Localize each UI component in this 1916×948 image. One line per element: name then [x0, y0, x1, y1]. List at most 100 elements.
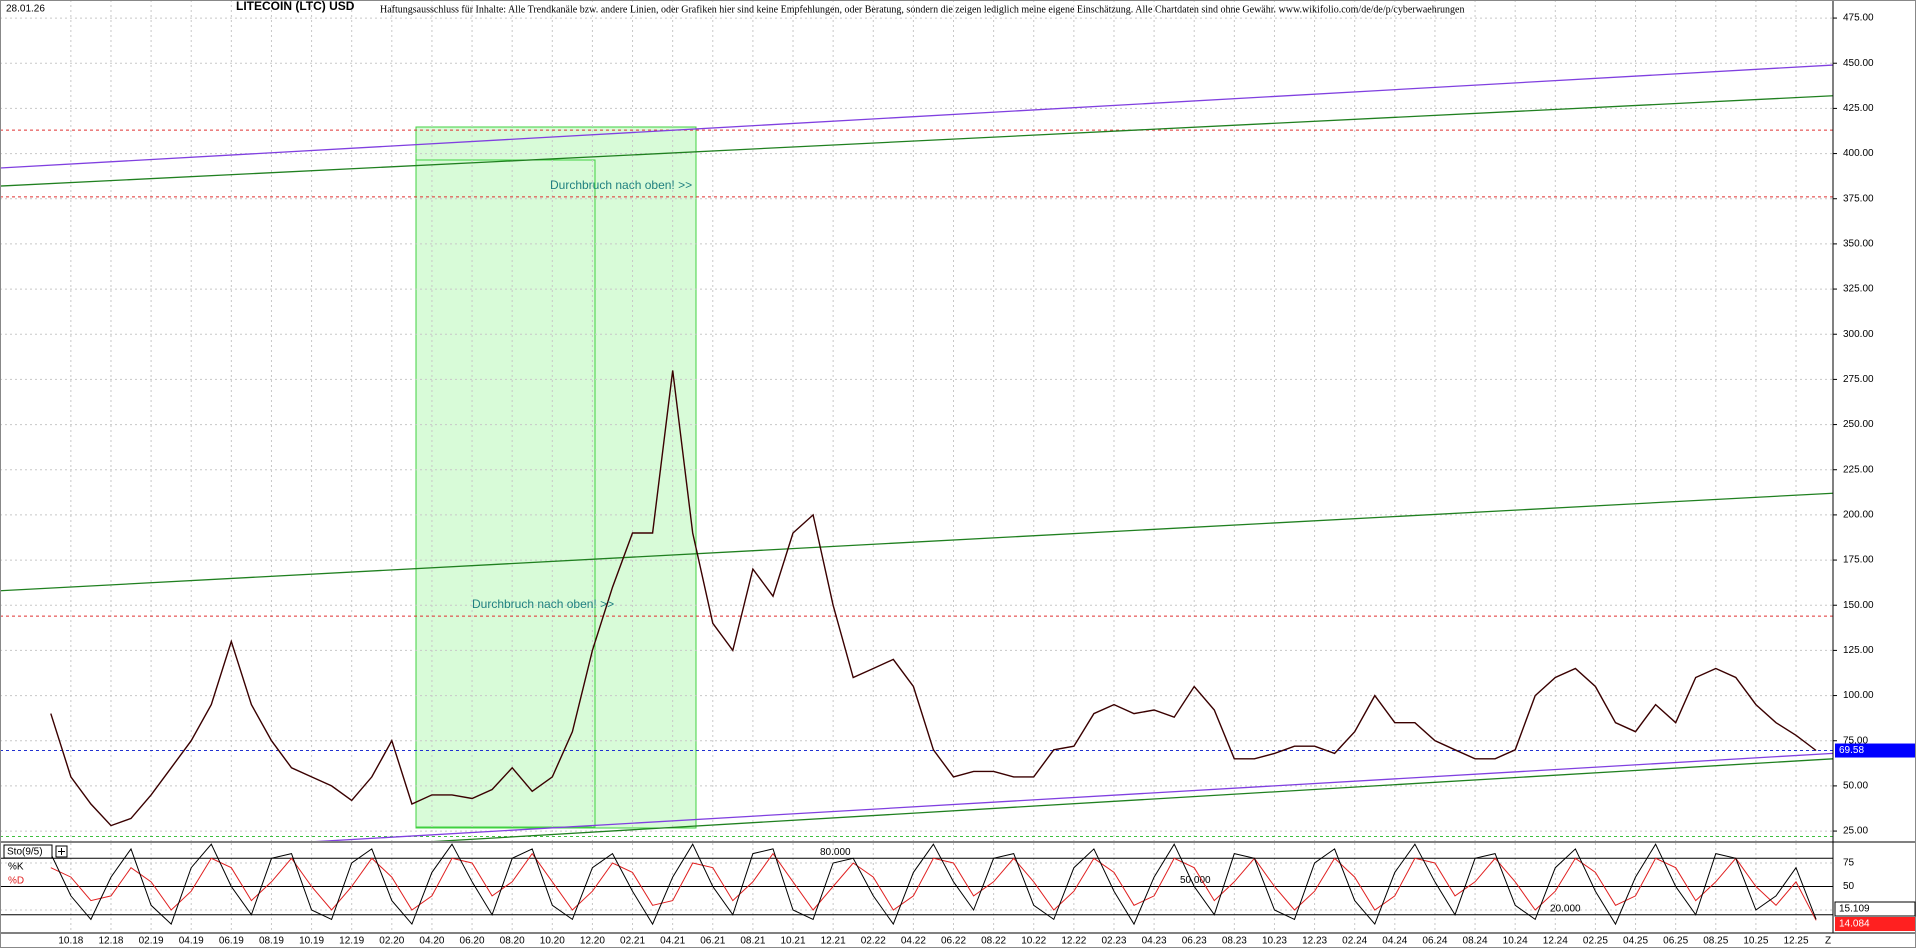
legend-d: %D [8, 876, 24, 887]
zone [415, 159, 596, 828]
y-tick-label: 150.00 [1843, 600, 1874, 611]
x-tick-label: 04.19 [179, 936, 204, 947]
x-tick-label: 12.20 [580, 936, 605, 947]
y-tick-label: 50.00 [1843, 781, 1868, 792]
x-tick-label: 06.23 [1182, 936, 1207, 947]
x-tick-label: 12.18 [98, 936, 123, 947]
x-tick-label: 02.25 [1583, 936, 1608, 947]
level-label: 20.000 [1550, 903, 1581, 914]
x-tick-label: 10.18 [58, 936, 83, 947]
annotation: Durchbruch nach oben! >> [472, 597, 614, 611]
k-last-label: 15.109 [1839, 904, 1870, 915]
x-tick-label: 08.20 [500, 936, 525, 947]
x-tick-label: 08.19 [259, 936, 284, 947]
stochastic-panel: 80.000 50.000 20.000 [0, 843, 1833, 933]
trendline [0, 95, 1833, 187]
x-tick-label: 12.24 [1543, 936, 1568, 947]
d-box [1835, 917, 1915, 931]
x-tick-label: 10.25 [1743, 936, 1768, 947]
stoch-d-line [50, 852, 1817, 921]
last-price-box [1835, 743, 1915, 758]
x-tick-label: 10.20 [540, 936, 565, 947]
x-tick-label: 12.21 [821, 936, 846, 947]
x-tick-label: 02.21 [620, 936, 645, 947]
y-tick-label: 300.00 [1843, 329, 1874, 340]
x-tick-label: 06.19 [219, 936, 244, 947]
chart-title: LITECOIN (LTC) USD [236, 0, 355, 13]
x-tick-label: 04.22 [901, 936, 926, 947]
x-tick-label: 04.23 [1142, 936, 1167, 947]
x-tick-label: 02.19 [139, 936, 164, 947]
annotation: Durchbruch nach oben! >> [550, 178, 692, 192]
y-tick-label: 250.00 [1843, 419, 1874, 430]
legend-title: Sto(9/5) [7, 847, 43, 858]
last-price-label: 69.58 [1839, 745, 1864, 756]
y-tick-label: 25.00 [1843, 826, 1868, 837]
y-tick-label: 75.00 [1843, 735, 1868, 746]
trendline [315, 752, 1833, 841]
y-tick-label: 425.00 [1843, 103, 1874, 114]
level-label: 80.000 [820, 847, 851, 858]
trendline [431, 758, 1833, 841]
y-tick-label: 350.00 [1843, 239, 1874, 250]
y-tick-label: 175.00 [1843, 555, 1874, 566]
stoch-k-line [50, 843, 1817, 926]
x-tick-label: 10.21 [781, 936, 806, 947]
zone [415, 126, 697, 829]
y-tick-label: 50 [1843, 881, 1855, 892]
x-tick-label: 08.25 [1703, 936, 1728, 947]
x-tick-label: 10.24 [1503, 936, 1528, 947]
x-tick-label: 06.22 [941, 936, 966, 947]
x-tick-label: 12.22 [1061, 936, 1086, 947]
x-tick-label: 08.22 [981, 936, 1006, 947]
y-tick-label: 450.00 [1843, 58, 1874, 69]
x-tick-label: 04.21 [660, 936, 685, 947]
x-tick-label: 02.24 [1342, 936, 1367, 947]
y-tick-label: 225.00 [1843, 464, 1874, 475]
x-tick-label: 10.22 [1021, 936, 1046, 947]
date: 28.01.26 [6, 4, 45, 15]
y-tick-label: 325.00 [1843, 284, 1874, 295]
x-tick-label: 10.19 [299, 936, 324, 947]
y-tick-label: 475.00 [1843, 13, 1874, 24]
x-tick-label: 06.20 [460, 936, 485, 947]
price-line [50, 370, 1817, 827]
y-tick-label: 75 [1843, 858, 1855, 869]
x-tick-label: 04.20 [419, 936, 444, 947]
y-tick-label: 275.00 [1843, 374, 1874, 385]
y-tick-label: 125.00 [1843, 645, 1874, 656]
x-tick-label: 12.25 [1784, 936, 1809, 947]
zones [415, 126, 697, 829]
x-tick-label: 04.24 [1382, 936, 1407, 947]
x-tick-label: 10.23 [1262, 936, 1287, 947]
x-tick-label: 12.23 [1302, 936, 1327, 947]
x-tick-label: 08.21 [740, 936, 765, 947]
x-tick-label: 04.25 [1623, 936, 1648, 947]
x-tick-label: 02.23 [1101, 936, 1126, 947]
d-last-label: 14.084 [1839, 919, 1870, 930]
legend-k: %K [8, 862, 24, 873]
x-tick-label: 08.24 [1463, 936, 1488, 947]
y-tick-label: 100.00 [1843, 690, 1874, 701]
trendline [0, 492, 1833, 592]
k-box [1834, 901, 1916, 917]
y-tick-label: 400.00 [1843, 148, 1874, 159]
price-panel [0, 0, 1833, 841]
x-tick-label: 02.22 [861, 936, 886, 947]
x-tick-label: 08.23 [1222, 936, 1247, 947]
x-tick-label: 12.19 [339, 936, 364, 947]
x-tick-label: 06.25 [1663, 936, 1688, 947]
disclaimer: Haftungsausschluss für Inhalte: Alle Tre… [380, 4, 1465, 15]
level-label: 50.000 [1180, 875, 1211, 886]
y-tick-label: 375.00 [1843, 193, 1874, 204]
y-tick-label: 200.00 [1843, 510, 1874, 521]
trendline [0, 64, 1833, 169]
legend-box [3, 844, 53, 859]
plus-icon [58, 848, 65, 855]
x-tick-label: 06.21 [700, 936, 725, 947]
x-tick-label: 06.24 [1422, 936, 1447, 947]
x-tick-label: Z [1825, 936, 1831, 947]
x-tick-label: 02.20 [379, 936, 404, 947]
